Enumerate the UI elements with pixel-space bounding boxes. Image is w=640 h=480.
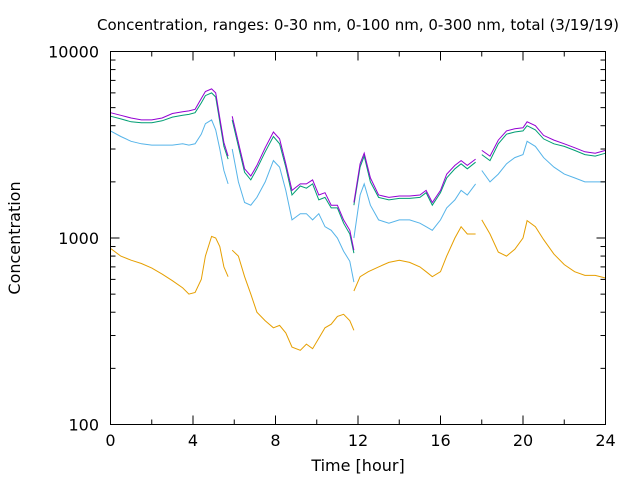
series-2-segment-4 bbox=[481, 140, 606, 183]
x-tick-label-16: 16 bbox=[430, 431, 450, 450]
series-1-segment-2 bbox=[231, 249, 355, 351]
series-3-segment-1 bbox=[110, 92, 229, 160]
series-4-segment-4 bbox=[481, 121, 606, 157]
x-axis-label: Time [hour] bbox=[310, 456, 404, 475]
series-4-segment-1 bbox=[110, 88, 229, 157]
series-1-segment-4 bbox=[481, 219, 606, 279]
tick-layer: 0 4 8 12 16 20 24 100 1000 10000 bbox=[48, 43, 616, 451]
series-3-segment-4 bbox=[481, 125, 606, 162]
x-tick-label-0: 0 bbox=[105, 431, 115, 450]
series-4-segment-3 bbox=[353, 151, 476, 204]
series-2-segment-2 bbox=[231, 148, 355, 283]
x-tick-label-4: 4 bbox=[188, 431, 198, 450]
y-axis-label: Concentration bbox=[5, 181, 24, 294]
series-3-segment-3 bbox=[353, 154, 476, 207]
x-tick-label-24: 24 bbox=[595, 431, 615, 450]
y-tick-label-1000: 1000 bbox=[58, 229, 99, 248]
x-tick-label-8: 8 bbox=[270, 431, 280, 450]
series-4-segment-2 bbox=[231, 116, 355, 251]
series-layer bbox=[110, 88, 606, 351]
series-1-segment-3 bbox=[353, 225, 476, 292]
chart-title: Concentration, ranges: 0-30 nm, 0-100 nm… bbox=[97, 16, 619, 34]
x-tick-label-12: 12 bbox=[348, 431, 368, 450]
series-1-segment-1 bbox=[110, 235, 229, 295]
series-2-segment-1 bbox=[110, 119, 229, 185]
y-tick-label-100: 100 bbox=[68, 416, 99, 435]
x-tick-label-20: 20 bbox=[513, 431, 533, 450]
series-2-segment-3 bbox=[353, 182, 477, 239]
plot-frame bbox=[110, 51, 606, 425]
series-3-segment-2 bbox=[231, 119, 355, 254]
y-tick-label-10000: 10000 bbox=[48, 43, 99, 62]
